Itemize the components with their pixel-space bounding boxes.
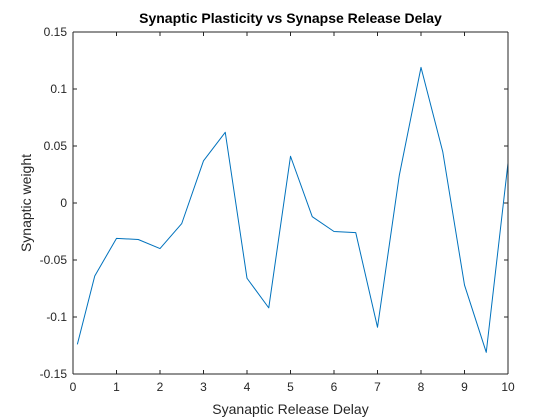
x-tick-label: 3 — [200, 380, 207, 394]
series-line-0 — [76, 66, 509, 353]
x-tick-label: 0 — [70, 380, 77, 394]
x-tick-label: 5 — [287, 380, 294, 394]
plot-area — [73, 32, 508, 374]
y-tick-label: -0.15 — [40, 367, 68, 381]
x-tick-label: 8 — [418, 380, 425, 394]
x-tick-label: 10 — [501, 380, 515, 394]
x-tick-label: 2 — [157, 380, 164, 394]
x-tick-label: 7 — [374, 380, 381, 394]
x-tick-label: 1 — [113, 380, 120, 394]
y-axis-label: Synaptic weight — [18, 154, 34, 252]
y-tick-label: -0.1 — [46, 310, 67, 324]
x-axis-label: Syanaptic Release Delay — [212, 401, 368, 417]
y-tick-label: 0.15 — [44, 25, 68, 39]
x-tick-label: 9 — [461, 380, 468, 394]
y-tick-label: 0.05 — [44, 139, 68, 153]
y-tick-label: 0 — [60, 196, 67, 210]
y-tick-label: -0.05 — [40, 253, 68, 267]
x-tick-label: 4 — [244, 380, 251, 394]
x-tick-label: 6 — [331, 380, 338, 394]
ticks-layer: 0 1 2 3 4 5 6 7 8 9 10 -0.15 -0.1 -0.05 0 0.05 0.1 0.15 — [40, 25, 515, 394]
chart-title: Synaptic Plasticity vs Synapse Release D… — [139, 10, 442, 26]
series-layer — [76, 66, 509, 353]
y-tick-label: 0.1 — [50, 82, 67, 96]
